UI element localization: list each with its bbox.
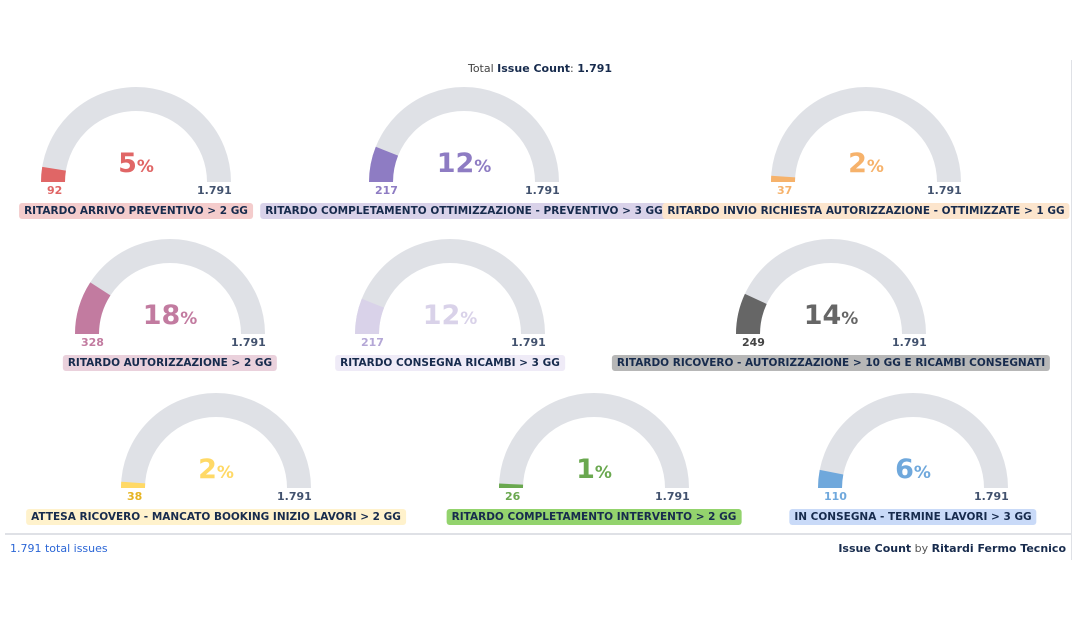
gauge-percent: 6% [895, 454, 931, 485]
percent-value: 5 [118, 148, 137, 179]
footer-by: by [914, 542, 929, 555]
gauge-track [121, 393, 311, 489]
total-metric: Issue Count [497, 62, 571, 75]
percent-value: 2 [848, 148, 867, 179]
gauge-max: 1.791 [197, 184, 232, 197]
total-value: 1.791 [577, 62, 613, 75]
gauge-track [499, 393, 689, 489]
gauge-max: 1.791 [277, 490, 312, 503]
gauge-arc [818, 393, 1008, 489]
total-prefix: Total [467, 62, 494, 75]
gauge-value: 37 [777, 184, 793, 197]
gauge-value: 249 [742, 336, 765, 349]
footer-metric: Issue Count [838, 542, 912, 555]
gauge-value: 92 [47, 184, 63, 197]
gauge-arc [355, 239, 545, 335]
gauge-card[interactable]: 18% 328 1.791 RITARDO AUTORIZZAZIONE > 2 GG [40, 234, 300, 374]
percent-value: 12 [436, 148, 475, 179]
gauge-arc [41, 87, 231, 183]
gauge-card[interactable]: 6% 110 1.791 IN CONSEGNA - TERMINE LAVORI >… [783, 388, 1043, 528]
gauge-arc [736, 239, 926, 335]
gauge-track [41, 87, 231, 183]
gauge-value: 217 [375, 184, 398, 197]
gauge-max: 1.791 [927, 184, 962, 197]
gauge-card[interactable]: 5% 92 1.791 RITARDO ARRIVO PREVENTIVO > 2 G… [6, 82, 266, 222]
gauge-arc [499, 393, 689, 489]
gauge-fill [41, 166, 66, 183]
gauge-percent: 5% [118, 148, 154, 179]
gauge-track [736, 239, 926, 335]
footer-group: Ritardi Fermo Tecnico [931, 542, 1066, 555]
gauge-max: 1.791 [892, 336, 927, 349]
gauge-max: 1.791 [974, 490, 1009, 503]
gauge-max: 1.791 [511, 336, 546, 349]
gauge-label-badge[interactable]: RITARDO INVIO RICHIESTA AUTORIZZAZIONE -… [662, 203, 1070, 219]
percent-value: 2 [198, 454, 217, 485]
gauge-label-badge[interactable]: IN CONSEGNA - TERMINE LAVORI > 3 GG [789, 509, 1037, 525]
percent-value: 18 [142, 300, 181, 331]
gauge-percent: 2% [198, 454, 234, 485]
gauge-card[interactable]: 2% 37 1.791 RITARDO INVIO RICHIESTA AUTORIZ… [662, 82, 1070, 222]
gauge-fill [736, 293, 767, 335]
gauge-track [355, 239, 545, 335]
gadget-footer-caption: Issue Count by Ritardi Fermo Tecnico [838, 542, 1066, 555]
gauge-track [369, 87, 559, 183]
gauge-fill [355, 298, 385, 335]
gauge-value: 217 [361, 336, 384, 349]
gauge-arc [369, 87, 559, 183]
gauge-label-badge[interactable]: RITARDO COMPLETAMENTO INTERVENTO > 2 GG [446, 509, 742, 525]
percent-value: 14 [803, 300, 842, 331]
gauge-value: 328 [81, 336, 104, 349]
gauge-percent: 2% [848, 148, 884, 179]
gauge-percent: 12% [436, 148, 492, 179]
gauge-arc [771, 87, 961, 183]
gauge-arc [121, 393, 311, 489]
gauge-label-badge[interactable]: ATTESA RICOVERO - MANCATO BOOKING INIZIO… [26, 509, 406, 525]
gauge-track [771, 87, 961, 183]
gauge-arc [75, 239, 265, 335]
gauge-value: 26 [505, 490, 521, 503]
gauge-fill [818, 469, 844, 489]
total-issues-link[interactable]: 1.791 total issues [10, 542, 108, 555]
gauge-value: 110 [824, 490, 847, 503]
gauge-card[interactable]: 12% 217 1.791 RITARDO COMPLETAMENTO OTTIMIZ… [260, 82, 668, 222]
gauge-value: 38 [127, 490, 143, 503]
gauge-card[interactable]: 12% 217 1.791 RITARDO CONSEGNA RICAMBI > 3 … [320, 234, 580, 374]
gauge-card[interactable]: 2% 38 1.791 ATTESA RICOVERO - MANCATO BOOKI… [26, 388, 406, 528]
gauge-label-badge[interactable]: RITARDO ARRIVO PREVENTIVO > 2 GG [19, 203, 253, 219]
gauge-label-badge[interactable]: RITARDO CONSEGNA RICAMBI > 3 GG [335, 355, 565, 371]
gauge-percent: 14% [803, 300, 859, 331]
gauge-track [818, 393, 1008, 489]
gauge-percent: 18% [142, 300, 198, 331]
gauge-card[interactable]: 14% 249 1.791 RITARDO RICOVERO - AUTORIZZAZ… [611, 234, 1051, 374]
gauge-label-badge[interactable]: RITARDO RICOVERO - AUTORIZZAZIONE > 10 G… [611, 355, 1051, 371]
gauge-label-badge[interactable]: RITARDO COMPLETAMENTO OTTIMIZZAZIONE - P… [260, 203, 668, 219]
percent-value: 6 [895, 454, 914, 485]
gauge-label-badge[interactable]: RITARDO AUTORIZZAZIONE > 2 GG [62, 355, 278, 371]
percent-value: 1 [576, 454, 595, 485]
gauge-max: 1.791 [231, 336, 266, 349]
gauge-max: 1.791 [525, 184, 560, 197]
gauge-fill [75, 282, 111, 335]
divider-vertical [1071, 60, 1072, 560]
divider-horizontal [5, 533, 1071, 535]
gauge-card[interactable]: 1% 26 1.791 RITARDO COMPLETAMENTO INTERVENT… [446, 388, 742, 528]
total-issue-count: Total Issue Count: 1.791 [467, 62, 613, 75]
percent-value: 12 [422, 300, 461, 331]
gauge-max: 1.791 [655, 490, 690, 503]
gauge-percent: 12% [422, 300, 478, 331]
gauge-percent: 1% [576, 454, 612, 485]
gauge-fill [369, 146, 399, 183]
